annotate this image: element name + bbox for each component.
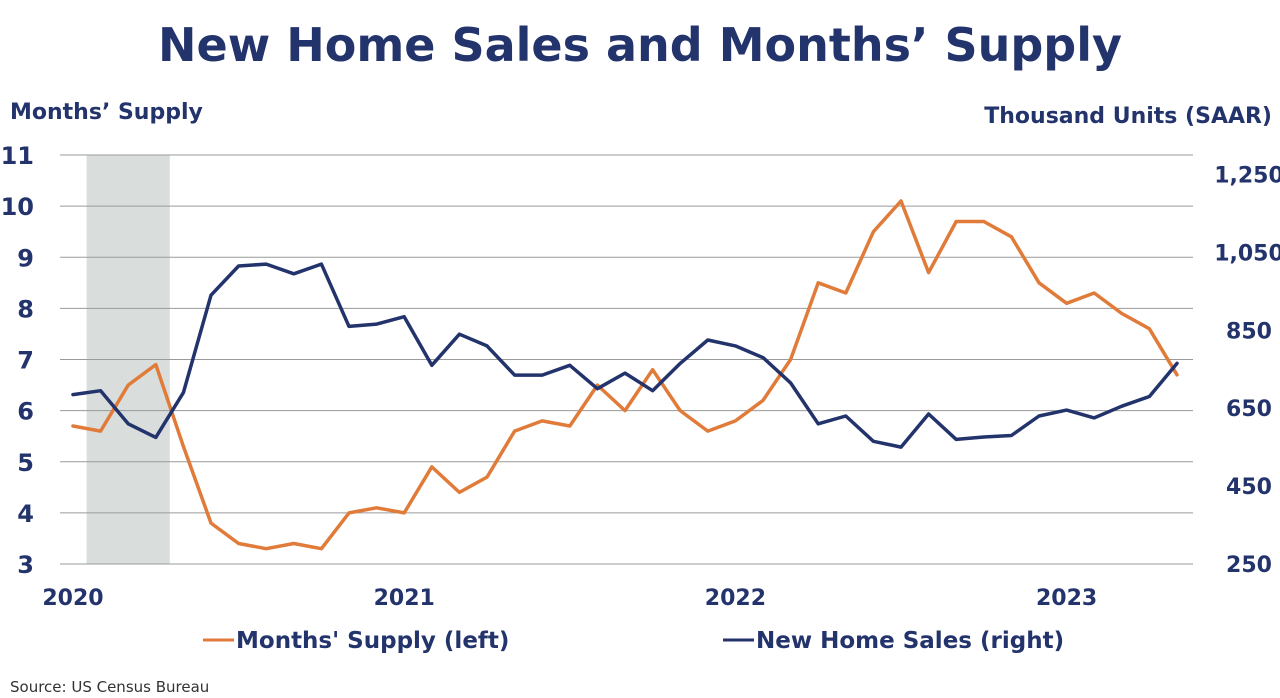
chart-title: New Home Sales and Months’ Supply	[158, 18, 1122, 72]
series-line-new-home-sales	[71, 262, 1179, 449]
left-tick-11: 11	[1, 142, 34, 170]
right-tick-650: 650	[1226, 397, 1272, 422]
x-tick-2023: 2023	[1036, 586, 1097, 611]
legend-label-new-home-sales: New Home Sales (right)	[756, 628, 1064, 654]
right-tick-850: 850	[1226, 319, 1272, 344]
right-tick-450: 450	[1226, 475, 1272, 500]
legend-label-months-supply: Months' Supply (left)	[236, 628, 509, 654]
series-line-months-supply	[71, 199, 1179, 551]
left-tick-8: 8	[17, 295, 34, 323]
gridlines	[60, 154, 1193, 565]
legend: Months' Supply (left) New Home Sales (ri…	[203, 628, 1064, 654]
left-tick-5: 5	[17, 449, 34, 477]
left-tick-10: 10	[1, 193, 34, 221]
source-note: Source: US Census Bureau	[10, 678, 209, 696]
right-axis-title: Thousand Units (SAAR)	[984, 104, 1272, 129]
left-tick-3: 3	[17, 551, 34, 579]
left-axis-title: Months’ Supply	[10, 100, 203, 125]
left-tick-4: 4	[17, 500, 34, 528]
x-axis-ticks: 2020 2021 2022 2023	[42, 586, 1097, 611]
right-tick-1050: 1,050	[1214, 241, 1280, 266]
series-lines	[71, 199, 1179, 551]
left-axis-ticks: 3 4 5 6 7 8 9 10 11	[1, 142, 34, 579]
left-tick-9: 9	[17, 244, 34, 272]
left-tick-7: 7	[17, 347, 34, 375]
x-tick-2021: 2021	[374, 586, 435, 611]
right-tick-1250: 1,250	[1214, 163, 1280, 188]
right-tick-250: 250	[1226, 553, 1272, 578]
x-tick-2022: 2022	[705, 586, 766, 611]
x-tick-2020: 2020	[42, 586, 103, 611]
right-axis-ticks: 250 450 650 850 1,050 1,250	[1214, 163, 1280, 578]
left-tick-6: 6	[17, 398, 34, 426]
